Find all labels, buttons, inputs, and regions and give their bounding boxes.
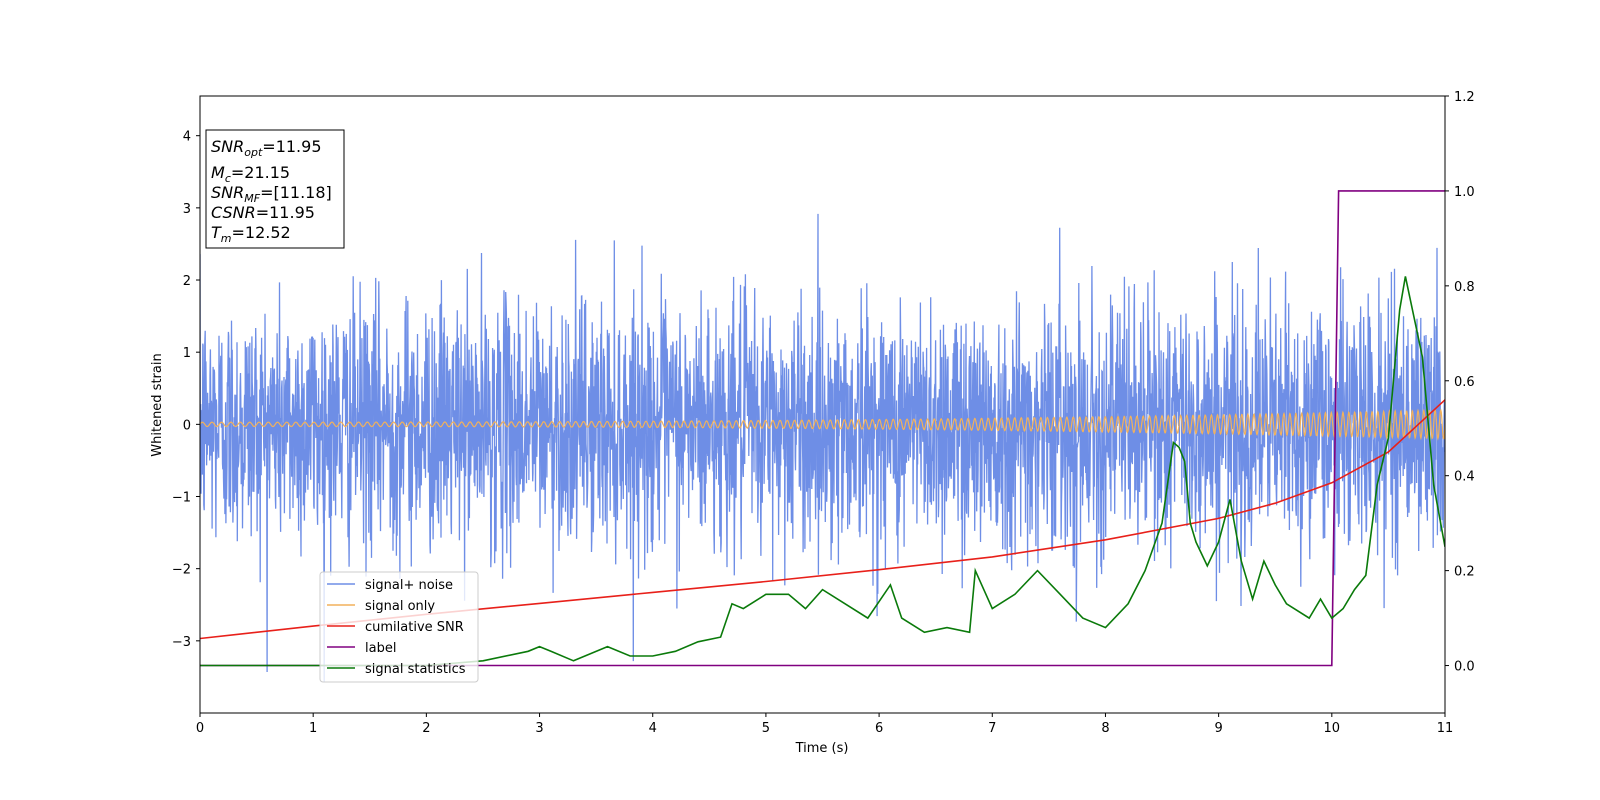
series-label — [200, 190, 1445, 667]
annotation-snr-mf: SNRMF=[11.18] — [211, 183, 332, 205]
y2-tick-label-4: 0.8 — [1454, 280, 1475, 295]
x-tick-label-2: 2 — [422, 721, 430, 736]
legend: signal+ noise signal only cumilative SNR… — [319, 571, 479, 683]
x-tick-label-1: 1 — [309, 721, 317, 736]
x-tick-label-3: 3 — [535, 721, 543, 736]
x-tick-label-0: 0 — [196, 721, 204, 736]
legend-frame — [319, 571, 479, 683]
annotation-frame — [205, 129, 345, 249]
annotation-snr-opt: SNRopt=11.95 — [211, 137, 322, 159]
x-tick-label-11: 11 — [1437, 721, 1454, 736]
y2-tick-label-5: 1.0 — [1454, 185, 1475, 200]
y-tick-label-1: −2 — [172, 563, 191, 578]
y-tick-label-4: 1 — [183, 346, 191, 361]
y-tick-label-2: −1 — [172, 491, 191, 506]
annotation-box: SNRopt=11.95 Mc=21.15 SNRMF=[11.18] CSNR… — [205, 129, 345, 249]
series-signal-noise — [200, 213, 1445, 682]
y2-tick-label-0: 0.0 — [1454, 660, 1475, 675]
y-tick-label-6: 3 — [183, 202, 191, 217]
annotation-mc: Mc=21.15 — [211, 163, 290, 185]
annotation-tm: Tm=12.52 — [211, 223, 291, 245]
axes-frame — [199, 95, 1446, 714]
legend-label-signal-only: signal only — [365, 599, 435, 614]
annotation-csnr: CSNR=11.95 — [211, 203, 315, 222]
y-tick-label-7: 4 — [183, 130, 191, 145]
y2-tick-label-2: 0.4 — [1454, 470, 1475, 485]
series-signal-only — [200, 408, 1445, 441]
x-tick-label-4: 4 — [649, 721, 657, 736]
x-tick-label-6: 6 — [875, 721, 883, 736]
y2-tick-label-6: 1.2 — [1454, 90, 1475, 105]
legend-label-signal-statistics: signal statistics — [365, 662, 466, 677]
axes: 0 1 2 3 4 5 6 7 8 9 10 11 −3 −2 −1 0 1 2 3 4 0.0 0.2 0.4 0.6 0.8… — [172, 90, 1475, 736]
x-axis-label: Time (s) — [795, 741, 849, 756]
y2-tick-label-1: 0.2 — [1454, 565, 1475, 580]
x-tick-label-7: 7 — [988, 721, 996, 736]
y-tick-label-3: 0 — [183, 418, 191, 433]
y-tick-label-5: 2 — [183, 274, 191, 289]
y2-tick-label-3: 0.6 — [1454, 375, 1475, 390]
legend-label-signal-noise: signal+ noise — [365, 578, 453, 593]
y-tick-label-0: −3 — [172, 635, 191, 650]
y-axis-label: Whitened strain — [150, 353, 165, 456]
legend-label-cumulative-snr: cumilative SNR — [365, 620, 464, 635]
series-signal-statistics — [200, 276, 1445, 667]
x-tick-label-8: 8 — [1101, 721, 1109, 736]
x-tick-label-9: 9 — [1214, 721, 1222, 736]
legend-label-label: label — [365, 641, 396, 656]
x-tick-label-10: 10 — [1324, 721, 1341, 736]
x-tick-label-5: 5 — [762, 721, 770, 736]
